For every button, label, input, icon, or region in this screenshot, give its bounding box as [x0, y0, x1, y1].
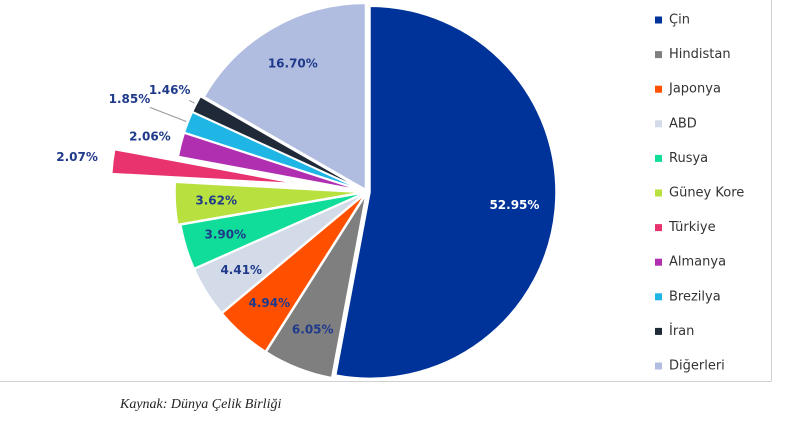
legend-marker	[655, 85, 662, 93]
legend-marker	[655, 189, 662, 197]
pie-slice	[180, 192, 365, 270]
pie-slice	[203, 2, 367, 191]
legend-marker	[655, 224, 662, 232]
pie-slice	[221, 193, 366, 353]
legend-marker	[655, 258, 662, 266]
legend-label: Türkiye	[668, 220, 716, 235]
data-label: 6.05%	[292, 322, 334, 336]
pie-slice	[191, 95, 363, 190]
data-label: 4.94%	[249, 296, 291, 310]
legend-label: Almanya	[669, 255, 726, 270]
legend-label: Güney Kore	[669, 186, 744, 201]
legend-label: Hindistan	[669, 47, 731, 62]
data-label: 2.06%	[129, 129, 171, 143]
source-note: Kaynak: Dünya Çelik Birliği	[119, 397, 281, 412]
pie-slice	[334, 5, 557, 380]
legend-label: Japonya	[668, 82, 721, 97]
legend-label: Çin	[669, 13, 690, 28]
legend-marker	[655, 51, 662, 59]
pie-slice	[174, 181, 362, 226]
legend-label: ABD	[669, 116, 697, 131]
legend-marker	[655, 327, 662, 335]
pie-slice	[110, 148, 298, 185]
pie-slice	[265, 194, 367, 379]
data-label: 2.07%	[56, 150, 98, 164]
data-label: 1.46%	[149, 83, 191, 97]
pie-slice	[193, 192, 365, 314]
data-label: 3.62%	[195, 193, 237, 207]
legend-label: Diğerleri	[669, 359, 725, 374]
data-label: 1.85%	[109, 92, 151, 106]
data-label: 52.95%	[489, 198, 539, 212]
leader-line	[188, 99, 195, 104]
data-label: 4.41%	[220, 263, 262, 277]
legend-label: İran	[669, 323, 694, 339]
data-label: 3.90%	[205, 228, 247, 242]
legend-marker	[655, 120, 662, 128]
legend-marker	[655, 293, 662, 301]
legend-marker	[655, 362, 662, 370]
legend-marker	[655, 154, 662, 162]
legend-label: Brezilya	[669, 289, 721, 304]
legend-marker	[655, 16, 662, 24]
legend-label: Rusya	[669, 151, 708, 166]
data-label: 16.70%	[268, 56, 318, 70]
leader-line	[149, 106, 187, 122]
